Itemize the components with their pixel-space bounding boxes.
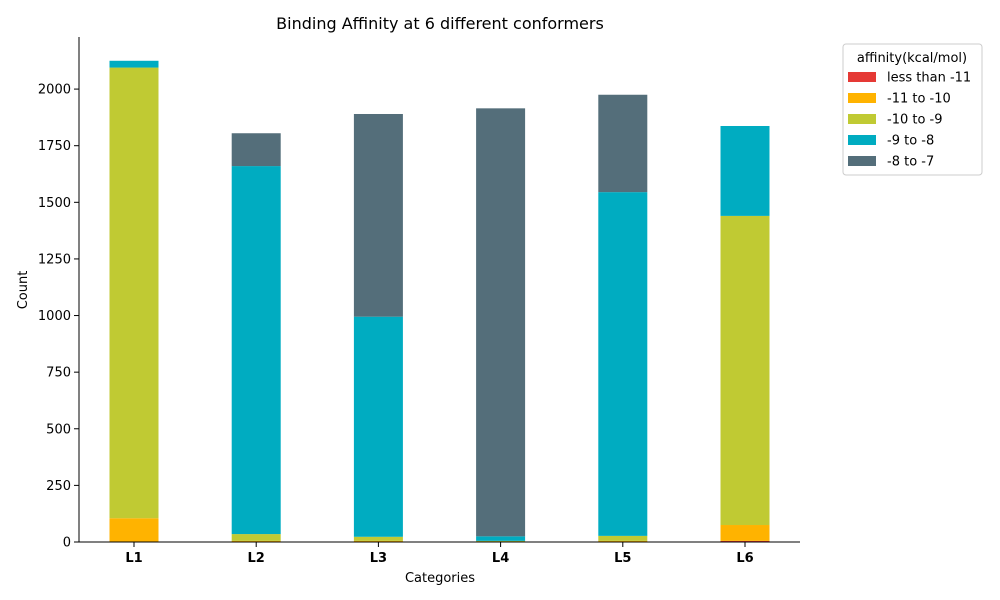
y-axis-label: Count [16,271,31,310]
bar-segment [353,540,403,542]
x-axis-ticks: L1 L2 L3 L4 L5 L6 [125,542,754,566]
legend-entry-label: -10 to -9 [887,113,943,128]
bar-segment [476,108,526,537]
legend-swatch [848,72,876,82]
bar-segment [109,60,159,68]
bar-segment [598,192,648,536]
x-tick-label: L6 [736,551,753,566]
legend-title: affinity(kcal/mol) [857,51,967,66]
legend: affinity(kcal/mol) less than -11 -11 to -… [842,43,983,176]
legend-entry-label: -11 to -10 [887,92,951,107]
legend-entry-label: less than -11 [887,71,971,86]
y-tick-label: 1750 [38,139,71,154]
bar-segment [476,536,526,541]
bar-segment [231,133,281,167]
bar-segment [720,540,770,542]
bar-segment [231,166,281,535]
x-tick-label: L3 [370,551,387,566]
chart-title: Binding Affinity at 6 different conforme… [276,14,604,33]
bar-segment [598,94,648,193]
x-tick-label: L4 [492,551,509,566]
x-tick-label: L1 [125,551,142,566]
legend-frame [842,43,983,176]
y-tick-label: 1250 [38,252,71,267]
legend-swatch [848,114,876,124]
legend-swatch [848,156,876,166]
bar-segment [476,540,526,542]
bar-segment [353,316,403,537]
y-tick-label: 1000 [38,309,71,324]
y-tick-label: 1500 [38,196,71,211]
bar-segment [598,535,648,541]
y-tick-label: 500 [46,422,71,437]
y-tick-label: 0 [63,536,71,551]
bar-segment [598,540,648,542]
bar-segment [353,113,403,317]
bar-segment [720,525,770,541]
y-tick-label: 250 [46,479,71,494]
y-tick-label: 2000 [38,83,71,98]
x-tick-label: L2 [248,551,265,566]
legend-swatch [848,135,876,145]
legend-entry-label: -8 to -7 [887,155,934,170]
bars [109,60,770,542]
bar-segment [720,125,770,216]
bar-segment [231,534,281,541]
bar-segment [720,215,770,526]
bar-segment [231,540,281,542]
bar-segment [353,536,403,541]
bar-segment [109,518,159,542]
axes [78,37,800,543]
legend-swatch [848,93,876,103]
y-axis-ticks: 0 250 500 750 1000 1250 1500 1750 2000 [38,83,79,551]
x-tick-label: L5 [614,551,631,566]
bar-segment [109,67,159,519]
y-tick-label: 750 [46,366,71,381]
legend-entry-label: -9 to -8 [887,134,934,149]
x-axis-label: Categories [405,571,475,586]
